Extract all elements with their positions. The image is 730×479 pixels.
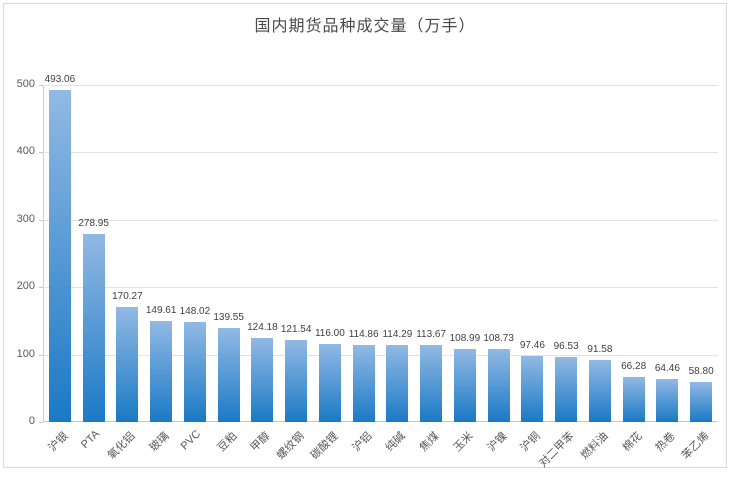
x-axis-label: PTA <box>79 428 103 452</box>
bar-对二甲苯 <box>555 357 578 422</box>
x-axis-label: 焦煤 <box>417 430 442 455</box>
bar-玉米 <box>453 349 476 422</box>
x-axis-label: 沪银 <box>46 430 71 455</box>
bar-沪铜 <box>521 356 544 422</box>
bar-value-label: 58.80 <box>688 366 714 377</box>
bar-value-label: 113.67 <box>416 329 447 340</box>
y-axis-tick-300 <box>39 219 43 221</box>
x-axis-label: 沪铝 <box>350 430 375 455</box>
x-axis-label: 玻璃 <box>147 430 172 455</box>
x-axis-label: 苯乙烯 <box>679 430 712 462</box>
gridline-500 <box>43 85 718 86</box>
chart-title: 国内期货品种成交量（万手） <box>254 18 476 35</box>
bar-value-label: 149.61 <box>145 305 177 316</box>
bar-value-label: 121.54 <box>280 324 312 335</box>
y-axis-label-100: 100 <box>16 347 35 360</box>
bar-焦煤 <box>420 345 443 422</box>
bar-value-label: 124.18 <box>247 322 278 333</box>
x-axis-label: 热卷 <box>653 430 678 455</box>
x-axis-label: 对二甲苯 <box>537 430 577 470</box>
gridline-400 <box>43 152 718 154</box>
bar-value-label: 114.29 <box>382 329 413 340</box>
bar-热卷 <box>656 379 679 422</box>
y-axis-tick-100 <box>39 354 43 356</box>
plot-area <box>43 85 718 422</box>
y-axis-line <box>43 85 44 422</box>
x-axis-label: 螺纹钢 <box>274 430 307 462</box>
bar-value-label: 66.28 <box>621 361 647 372</box>
bar-value-label: 278.95 <box>78 218 109 229</box>
x-axis-label: 沪铜 <box>518 430 543 455</box>
y-axis-tick-0 <box>39 422 43 423</box>
bar-value-label: 108.73 <box>483 333 514 344</box>
bar-value-label: 114.86 <box>348 329 379 340</box>
y-axis-tick-500 <box>39 85 43 86</box>
bar-螺纹钢 <box>285 340 308 422</box>
bar-value-label: 170.27 <box>112 291 143 302</box>
x-axis-label: PVC <box>178 428 204 453</box>
gridline-300 <box>43 219 718 221</box>
bar-value-label: 148.02 <box>179 306 211 317</box>
bar-燃料油 <box>588 360 611 422</box>
y-axis-label-300: 300 <box>16 212 35 225</box>
x-axis-line <box>43 421 718 422</box>
bar-PTA <box>82 234 105 422</box>
y-axis-tick-400 <box>39 152 43 154</box>
bar-value-label: 97.46 <box>519 340 545 351</box>
y-axis-tick-200 <box>39 287 43 289</box>
x-axis-label: 燃料油 <box>578 430 611 462</box>
bar-value-label: 493.06 <box>44 74 76 85</box>
y-axis-label-0: 0 <box>28 415 35 427</box>
bar-沪铝 <box>352 345 375 422</box>
y-axis-label-200: 200 <box>16 280 35 293</box>
y-axis-label-400: 400 <box>16 145 35 158</box>
bar-棉花 <box>622 377 645 422</box>
x-axis-label: 沪镍 <box>485 430 510 455</box>
bar-value-label: 116.00 <box>314 328 345 339</box>
x-axis-label: 棉花 <box>620 430 645 455</box>
bar-豆粕 <box>217 328 240 422</box>
bar-沪银 <box>48 90 71 422</box>
bar-沪镍 <box>487 349 510 422</box>
bar-氧化铝 <box>116 307 139 422</box>
x-axis-label: 纯碱 <box>383 430 408 455</box>
bar-碳酸锂 <box>318 344 341 422</box>
x-axis-label: 玉米 <box>451 430 476 455</box>
x-axis-label: 豆粕 <box>215 430 240 455</box>
bar-value-label: 96.53 <box>553 341 579 352</box>
bar-PVC <box>183 322 206 422</box>
bar-玻璃 <box>150 321 173 422</box>
x-axis-label: 氧化铝 <box>106 430 138 462</box>
bar-value-label: 139.55 <box>213 312 244 323</box>
bar-纯碱 <box>386 345 409 422</box>
bar-value-label: 91.58 <box>587 344 613 355</box>
bar-甲醇 <box>251 338 274 422</box>
y-axis-label-500: 500 <box>16 78 35 90</box>
gridline-200 <box>43 287 718 289</box>
bar-苯乙烯 <box>690 382 713 422</box>
x-axis-label: 甲醇 <box>248 430 273 455</box>
bar-value-label: 64.46 <box>654 363 680 374</box>
gridline-100 <box>43 354 718 356</box>
bar-value-label: 108.99 <box>449 333 481 344</box>
x-axis-label: 碳酸锂 <box>308 430 341 462</box>
